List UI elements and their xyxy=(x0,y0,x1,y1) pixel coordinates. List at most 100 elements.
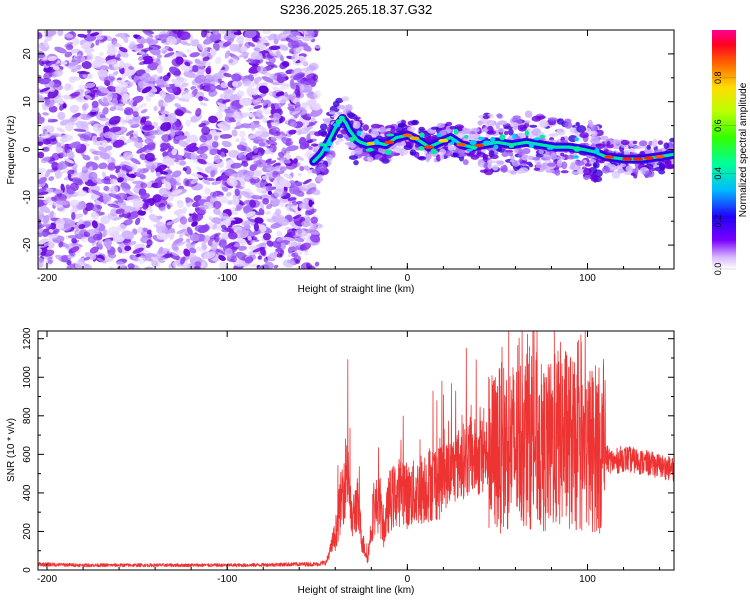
noise-speckle xyxy=(64,41,73,48)
noise-speckle xyxy=(302,35,313,42)
noise-speckle xyxy=(40,156,51,164)
track-halo-speckle xyxy=(584,163,592,167)
noise-speckle xyxy=(47,230,58,235)
noise-speckle xyxy=(288,207,296,213)
noise-speckle xyxy=(123,219,133,226)
noise-speckle xyxy=(105,145,113,151)
noise-speckle xyxy=(183,261,189,269)
noise-speckle xyxy=(165,182,172,190)
noise-speckle xyxy=(72,37,80,46)
track-halo-speckle xyxy=(548,133,559,137)
noise-speckle xyxy=(234,188,240,197)
noise-speckle xyxy=(139,153,148,161)
noise-speckle xyxy=(161,134,172,142)
noise-speckle xyxy=(225,191,232,197)
noise-speckle xyxy=(303,30,315,39)
snr-y-tick-label: 0 xyxy=(22,567,33,573)
noise-speckle xyxy=(214,56,222,65)
noise-speckle xyxy=(302,61,309,67)
track-blob xyxy=(466,148,473,152)
noise-speckle xyxy=(176,200,184,209)
noise-speckle xyxy=(209,232,221,240)
noise-speckle xyxy=(281,137,294,146)
track-hotspot xyxy=(633,157,643,161)
noise-speckle xyxy=(297,184,310,192)
noise-speckle xyxy=(69,116,78,123)
noise-speckle xyxy=(219,220,227,226)
noise-speckle xyxy=(265,210,272,215)
noise-speckle xyxy=(186,49,192,53)
noise-speckle xyxy=(253,104,263,110)
noise-speckle xyxy=(133,205,141,211)
track-halo-speckle xyxy=(311,143,319,147)
noise-speckle xyxy=(234,204,244,212)
track-halo-speckle xyxy=(466,133,476,140)
track-halo-speckle xyxy=(324,120,330,125)
noise-speckle xyxy=(275,91,285,97)
noise-speckle xyxy=(195,83,200,88)
track-blob xyxy=(419,132,425,138)
noise-speckle xyxy=(174,135,188,141)
noise-speckle xyxy=(227,56,239,66)
noise-speckle xyxy=(112,98,119,107)
noise-speckle xyxy=(124,67,136,77)
noise-speckle xyxy=(91,100,99,108)
noise-speckle xyxy=(266,160,277,166)
noise-speckle xyxy=(312,102,320,110)
track-hotspot xyxy=(424,145,434,149)
noise-speckle xyxy=(176,139,189,148)
track-hotspot xyxy=(409,136,420,141)
noise-speckle xyxy=(166,204,171,210)
noise-speckle xyxy=(107,162,116,171)
track-hotspot xyxy=(384,140,395,145)
spectrogram-y-tick-label: 0 xyxy=(22,146,33,152)
noise-speckle xyxy=(204,235,210,242)
track-halo-speckle xyxy=(346,112,355,118)
noise-speckle xyxy=(212,42,220,51)
noise-speckle xyxy=(122,188,134,195)
noise-speckle xyxy=(227,200,233,205)
noise-speckle xyxy=(117,223,127,232)
track-halo-speckle xyxy=(632,140,638,145)
noise-speckle xyxy=(217,195,229,204)
track-halo-speckle xyxy=(554,169,561,176)
noise-speckle xyxy=(166,221,174,226)
noise-speckle xyxy=(220,232,227,237)
noise-speckle xyxy=(253,76,263,83)
track-halo-speckle xyxy=(588,122,594,128)
track-halo-speckle xyxy=(590,176,599,182)
track-halo-speckle xyxy=(658,169,666,175)
noise-speckle xyxy=(231,129,238,137)
noise-speckle xyxy=(201,241,207,251)
track-blob xyxy=(469,140,477,146)
track-hotspot xyxy=(438,138,449,143)
noise-speckle xyxy=(43,39,49,48)
noise-speckle xyxy=(257,255,262,260)
track-halo-speckle xyxy=(318,163,327,172)
track-halo-speckle xyxy=(403,144,413,150)
noise-speckles xyxy=(38,30,324,269)
noise-speckle xyxy=(131,180,144,184)
track-halo-speckle xyxy=(590,130,598,137)
noise-speckle xyxy=(301,197,309,205)
noise-speckle xyxy=(219,212,229,220)
noise-speckle xyxy=(91,59,100,69)
noise-speckle xyxy=(198,123,207,128)
noise-speckle xyxy=(210,217,224,224)
noise-speckle xyxy=(99,140,108,148)
noise-speckle xyxy=(256,65,268,74)
track-halo-speckle xyxy=(617,168,625,174)
noise-speckle xyxy=(74,261,85,269)
track-halo-speckle xyxy=(529,124,538,128)
snr-y-tick-label: 800 xyxy=(22,407,33,424)
track-halo-speckle xyxy=(629,148,636,153)
noise-speckle xyxy=(287,241,296,247)
track-blob xyxy=(318,143,327,147)
noise-speckle xyxy=(209,32,222,42)
noise-speckle xyxy=(184,138,190,146)
noise-speckle xyxy=(302,178,312,185)
noise-speckle xyxy=(308,146,313,150)
track-blob xyxy=(418,146,425,151)
noise-speckle xyxy=(71,237,77,244)
noise-speckle xyxy=(54,170,62,179)
